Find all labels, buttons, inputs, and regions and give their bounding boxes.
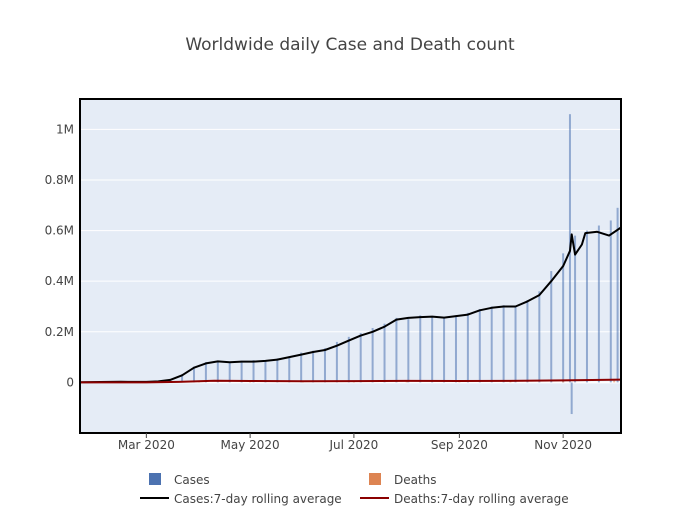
x-axis: Mar 2020 May 2020 Jul 2020 Sep 2020 Nov 2020 [118,433,592,452]
plot-frame [79,98,622,434]
cases-bar [252,360,255,383]
cases-bar [585,230,588,383]
cases-bar [454,315,457,383]
cases-bar [443,317,446,383]
cases-bar [228,361,231,383]
rolling-average-lines [79,226,622,384]
chart-title: Worldwide daily Case and Death count [185,35,515,55]
cases-bar [323,348,326,383]
cases-bar [181,374,184,383]
cases-bar [300,352,303,383]
cases-bar [466,312,469,383]
cases-bar [347,336,350,383]
x-tick-label: Sep 2020 [431,438,488,452]
cases-bar [490,306,493,383]
legend-label-deaths: Deaths [394,473,437,487]
cases-bar [616,207,619,383]
legend-item-deaths-rolling[interactable]: Deaths:7-day rolling average [360,492,569,506]
cases-bar [419,315,422,383]
cases-bar [288,356,291,383]
cases-bar [538,291,541,383]
cases-bar [597,225,600,383]
cases-bar [570,382,573,415]
cases-bar [562,253,565,383]
cases-bar [335,341,338,383]
x-tick-label: Mar 2020 [118,438,175,452]
plot-area [79,98,622,434]
cases-bar [240,360,243,383]
legend-label-deaths-rolling: Deaths:7-day rolling average [394,492,569,506]
legend-item-cases[interactable]: Cases [149,473,210,487]
cases-bar [216,360,219,383]
cases-bar [431,316,434,383]
legend-item-cases-rolling[interactable]: Cases:7-day rolling average [140,492,342,506]
x-tick-label: May 2020 [221,438,280,452]
cases-bar [312,350,315,383]
cases-bar [574,235,577,383]
y-axis: 0 0.2M 0.4M 0.6M 0.8M 1M [45,122,74,389]
y-tick-label: 1M [56,122,74,136]
cases-bar [514,306,517,383]
cases-bar [383,323,386,383]
cases-rolling-average-line [79,226,622,384]
cases-bar [609,220,612,383]
cases-bar [276,358,279,383]
y-tick-label: 0.6M [45,224,74,238]
legend[interactable]: Cases Deaths Cases:7-day rolling average… [140,473,569,506]
legend-swatch-deaths [369,473,381,485]
y-tick-label: 0.4M [45,274,74,288]
cases-bar [395,317,398,383]
cases-bar [502,305,505,383]
cases-bar [371,327,374,383]
cases-bar [526,300,529,383]
x-tick-label: Jul 2020 [328,438,378,452]
cases-bar [264,360,267,383]
x-tick-label: Nov 2020 [534,438,592,452]
plot-background [80,99,621,433]
cases-bar [204,362,207,383]
y-tick-label: 0.8M [45,173,74,187]
legend-item-deaths[interactable]: Deaths [369,473,437,487]
cases-bar [192,366,195,383]
legend-label-cases-rolling: Cases:7-day rolling average [174,492,342,506]
y-tick-label: 0 [66,375,74,389]
y-tick-label: 0.2M [45,325,74,339]
legend-label-cases: Cases [174,473,210,487]
cases-bar [359,333,362,383]
cases-bar [478,309,481,383]
legend-swatch-cases [149,473,161,485]
cases-bar [550,271,553,383]
cases-bar [407,319,410,383]
deaths-rolling-average-line [80,378,622,384]
deaths-bar [613,379,616,383]
